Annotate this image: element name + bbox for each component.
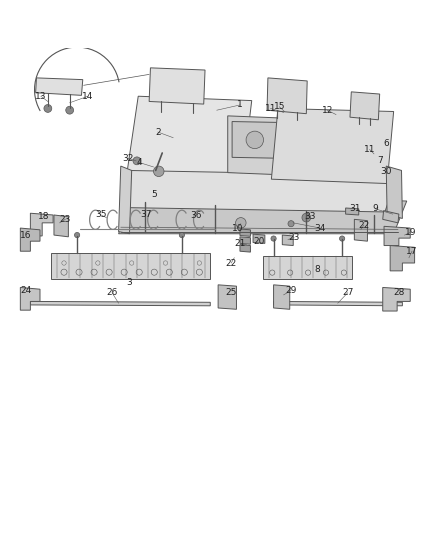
Polygon shape — [30, 302, 210, 306]
Polygon shape — [149, 68, 205, 104]
Polygon shape — [253, 234, 265, 244]
Text: 26: 26 — [106, 288, 118, 297]
Text: 7: 7 — [377, 156, 382, 165]
Polygon shape — [127, 96, 252, 173]
Text: 8: 8 — [314, 265, 320, 274]
Text: 25: 25 — [226, 288, 237, 297]
Text: 34: 34 — [314, 223, 326, 232]
Polygon shape — [350, 92, 380, 120]
Text: 28: 28 — [393, 288, 405, 297]
Circle shape — [74, 232, 80, 238]
Text: 11: 11 — [364, 145, 375, 154]
Polygon shape — [30, 213, 53, 236]
Circle shape — [66, 106, 74, 114]
Circle shape — [302, 213, 311, 222]
Text: 11: 11 — [265, 104, 276, 113]
FancyBboxPatch shape — [51, 253, 210, 279]
Text: 24: 24 — [21, 286, 32, 295]
Circle shape — [271, 236, 276, 241]
Text: 15: 15 — [273, 102, 285, 111]
Circle shape — [153, 166, 164, 176]
Text: 31: 31 — [350, 204, 361, 213]
Circle shape — [246, 131, 264, 149]
Polygon shape — [283, 235, 293, 246]
Polygon shape — [119, 166, 132, 234]
Text: 30: 30 — [380, 167, 392, 176]
Text: 9: 9 — [372, 204, 378, 213]
Circle shape — [339, 236, 345, 241]
Polygon shape — [20, 228, 40, 251]
Text: 13: 13 — [35, 92, 46, 101]
Polygon shape — [390, 246, 415, 271]
Polygon shape — [267, 78, 307, 114]
Polygon shape — [218, 285, 237, 309]
Text: 18: 18 — [38, 212, 49, 221]
Polygon shape — [35, 78, 83, 95]
Polygon shape — [383, 287, 410, 311]
Text: 20: 20 — [254, 237, 265, 246]
Polygon shape — [228, 116, 283, 175]
Text: 3: 3 — [127, 278, 132, 287]
Circle shape — [44, 104, 52, 112]
Polygon shape — [54, 215, 68, 237]
FancyBboxPatch shape — [263, 256, 352, 279]
Text: 22: 22 — [226, 259, 237, 268]
Text: 35: 35 — [95, 211, 107, 220]
Text: 10: 10 — [232, 223, 243, 232]
Polygon shape — [232, 122, 278, 158]
Text: 27: 27 — [342, 288, 353, 297]
Polygon shape — [119, 195, 407, 234]
Text: 2: 2 — [155, 127, 161, 136]
Text: 22: 22 — [358, 221, 370, 230]
Polygon shape — [272, 108, 394, 183]
Text: 23: 23 — [288, 233, 300, 242]
Text: 16: 16 — [20, 231, 32, 239]
Polygon shape — [354, 220, 367, 241]
Text: 1: 1 — [237, 100, 243, 109]
Polygon shape — [240, 245, 251, 252]
Text: 29: 29 — [285, 286, 297, 295]
Polygon shape — [346, 208, 359, 215]
Text: 21: 21 — [234, 239, 246, 248]
Text: 12: 12 — [321, 106, 333, 115]
Text: 23: 23 — [60, 215, 71, 224]
Polygon shape — [384, 227, 410, 246]
Text: 4: 4 — [137, 158, 142, 167]
Text: 37: 37 — [140, 211, 152, 220]
Text: 36: 36 — [191, 212, 202, 220]
Circle shape — [179, 232, 184, 238]
Text: 32: 32 — [123, 154, 134, 163]
Polygon shape — [383, 211, 399, 223]
Polygon shape — [123, 168, 398, 212]
Text: 6: 6 — [383, 139, 389, 148]
Polygon shape — [240, 237, 251, 244]
Polygon shape — [240, 229, 251, 236]
Polygon shape — [386, 166, 403, 219]
Polygon shape — [274, 285, 290, 309]
Circle shape — [236, 217, 246, 228]
Circle shape — [288, 221, 294, 227]
Text: 33: 33 — [304, 212, 315, 221]
Circle shape — [133, 157, 141, 165]
Polygon shape — [274, 302, 403, 306]
Text: 5: 5 — [152, 190, 157, 199]
Polygon shape — [20, 287, 40, 310]
Text: 19: 19 — [404, 228, 416, 237]
Text: 14: 14 — [82, 92, 94, 101]
Text: 17: 17 — [406, 247, 418, 256]
